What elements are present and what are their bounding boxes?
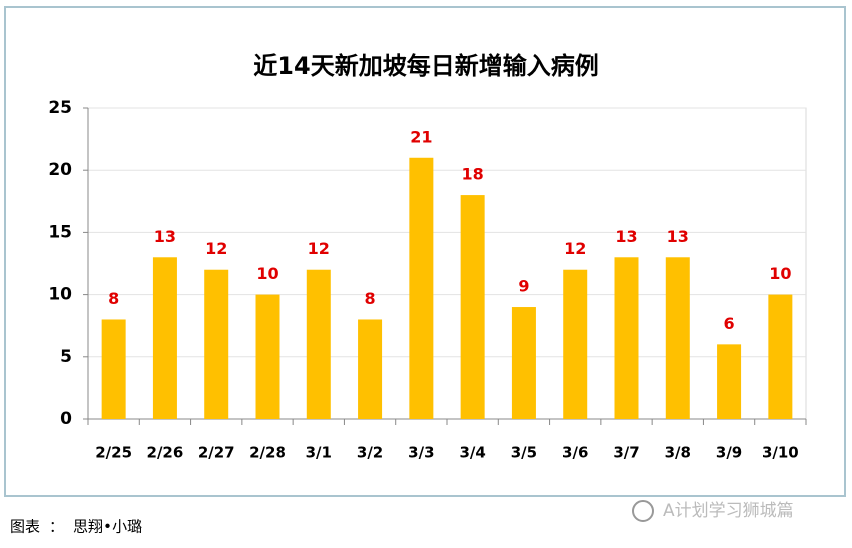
bar	[511, 307, 536, 419]
bar	[101, 319, 126, 419]
bar	[665, 257, 690, 419]
x-tick-label: 3/1	[306, 444, 332, 462]
y-tick-label: 20	[48, 160, 72, 180]
y-tick-label: 10	[48, 285, 72, 305]
bar	[306, 269, 331, 419]
y-tick-label: 5	[60, 347, 72, 367]
value-label: 8	[365, 289, 376, 308]
x-tick-label: 2/27	[198, 444, 235, 462]
caption: 图表 ： 思翔•小璐	[10, 518, 142, 536]
bar	[204, 269, 229, 419]
value-label: 13	[667, 227, 689, 246]
x-tick-label: 3/7	[613, 444, 639, 462]
value-label: 21	[410, 127, 432, 146]
value-label: 6	[724, 314, 735, 333]
y-tick-label: 15	[48, 222, 72, 242]
x-tick-label: 3/6	[562, 444, 588, 462]
x-tick-label: 3/9	[716, 444, 742, 462]
value-label: 13	[154, 227, 176, 246]
value-label: 12	[205, 239, 227, 258]
bar	[255, 294, 280, 419]
value-label: 13	[615, 227, 637, 246]
x-tick-label: 3/2	[357, 444, 383, 462]
value-label: 9	[518, 277, 529, 296]
chart-title: 近14天新加坡每日新增输入病例	[253, 52, 598, 80]
bar	[614, 257, 639, 419]
x-tick-label: 3/10	[762, 444, 799, 462]
value-label: 12	[308, 239, 330, 258]
x-tick-label: 3/3	[408, 444, 434, 462]
x-tick-label: 2/28	[249, 444, 286, 462]
value-label: 10	[769, 264, 791, 283]
x-tick-label: 2/25	[95, 444, 132, 462]
bar	[460, 195, 485, 419]
bar	[717, 344, 742, 419]
watermark: A计划学习狮城篇	[663, 501, 794, 521]
bar	[563, 269, 588, 419]
value-label: 18	[462, 165, 484, 184]
x-tick-label: 3/4	[459, 444, 485, 462]
value-label: 10	[256, 264, 278, 283]
y-tick-label: 25	[48, 98, 72, 118]
x-tick-label: 2/26	[147, 444, 184, 462]
y-tick-label: 0	[60, 409, 72, 429]
value-label: 8	[108, 289, 119, 308]
bar	[152, 257, 177, 419]
bar	[409, 157, 434, 419]
value-label: 12	[564, 239, 586, 258]
watermark-icon	[632, 500, 654, 522]
bar	[768, 294, 793, 419]
bar	[358, 319, 383, 419]
x-tick-label: 3/5	[511, 444, 537, 462]
x-tick-label: 3/8	[665, 444, 691, 462]
